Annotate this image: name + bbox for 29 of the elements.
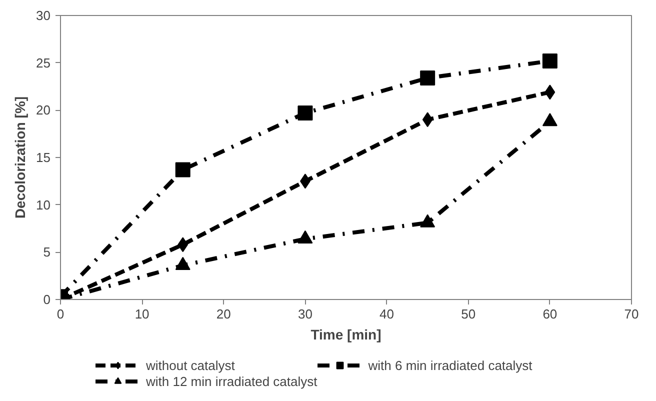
x-tick-label: 60: [542, 306, 558, 322]
point: [544, 84, 556, 100]
point: [298, 106, 313, 121]
y-tick-label: 25: [36, 55, 51, 70]
legend-label: with 12 min irradiated catalyst: [146, 373, 318, 389]
x-tick-label: 40: [380, 306, 394, 322]
point: [422, 112, 433, 128]
point: [420, 70, 436, 86]
point: [420, 214, 436, 228]
y-tick-label: 0: [43, 292, 51, 307]
y-axis-title: Decolorization [%]: [12, 96, 28, 219]
x-tick-label: 70: [624, 306, 639, 322]
x-tick-label: 0: [56, 306, 64, 322]
point: [298, 230, 313, 244]
x-tick-label: 50: [461, 306, 476, 322]
legend-label: with 6 min irradiated catalyst: [368, 357, 532, 373]
x-axis-title: Time [min]: [310, 326, 382, 342]
y-tick-label: 30: [36, 8, 51, 23]
point: [175, 256, 190, 270]
x-tick-label: 30: [298, 306, 312, 322]
point: [175, 162, 190, 178]
x-tick-label: 10: [134, 306, 150, 322]
legend-label: without catalyst: [146, 357, 235, 373]
point: [542, 53, 558, 68]
y-tick-label: 20: [36, 102, 51, 118]
y-tick-label: 5: [43, 244, 51, 260]
y-tick-label: 15: [36, 150, 51, 165]
y-tick-label: 10: [36, 197, 51, 212]
x-tick-label: 20: [216, 306, 231, 322]
